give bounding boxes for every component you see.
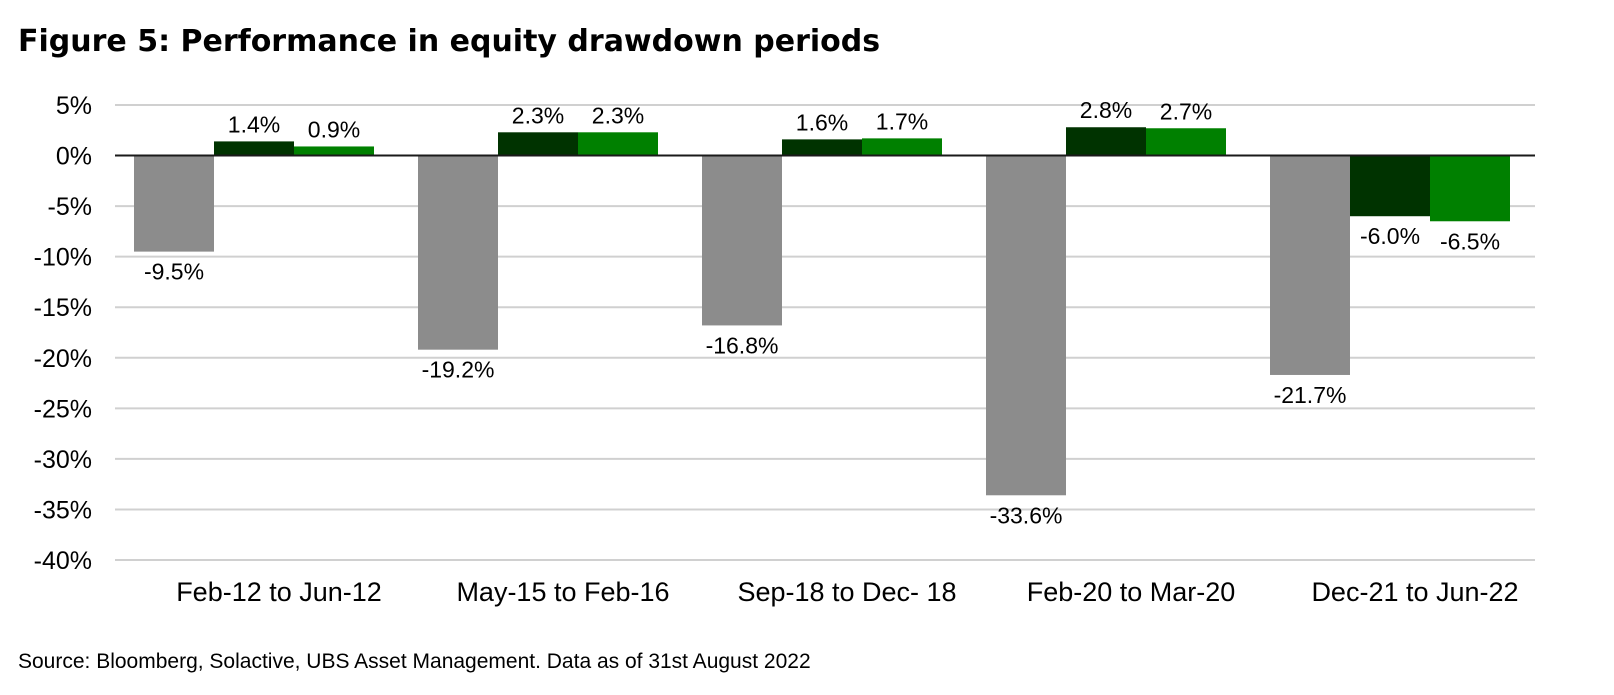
x-tick-label: Feb-12 to Jun-12 (176, 577, 382, 607)
bar (498, 132, 578, 156)
bar (1146, 128, 1226, 156)
y-tick-label: -35% (34, 496, 92, 524)
bar (782, 139, 862, 156)
y-axis-labels: 5% 0% -5% -10% -15% -20% -25% -30% -35% -40% (34, 92, 92, 575)
data-label: -21.7% (1274, 382, 1347, 408)
y-tick-label: -15% (34, 294, 92, 322)
x-tick-label: Feb-20 to Mar-20 (1027, 577, 1236, 607)
data-label: 2.3% (512, 102, 564, 128)
bar (862, 138, 942, 156)
data-label: 2.7% (1160, 98, 1212, 124)
bars (134, 127, 1510, 496)
bar (134, 155, 214, 252)
data-label: 1.4% (228, 111, 280, 137)
x-tick-label: Dec-21 to Jun-22 (1311, 577, 1518, 607)
bar (294, 146, 374, 156)
x-tick-label: May-15 to Feb-16 (456, 577, 669, 607)
bar (1270, 155, 1350, 375)
data-label: 1.6% (796, 109, 848, 135)
bar (702, 155, 782, 326)
bar (986, 155, 1066, 496)
bar (214, 141, 294, 156)
data-label: 0.9% (308, 116, 360, 142)
data-label: -33.6% (990, 502, 1063, 528)
grid-lines (115, 104, 1535, 561)
x-axis-labels: Feb-12 to Jun-12 May-15 to Feb-16 Sep-18 t… (176, 577, 1518, 607)
y-tick-label: -10% (34, 244, 92, 272)
bar (1430, 155, 1510, 222)
y-tick-label: -40% (34, 547, 92, 575)
bar (1066, 127, 1146, 156)
y-tick-label: 0% (56, 143, 92, 171)
data-label: -9.5% (144, 259, 204, 285)
y-tick-label: -30% (34, 446, 92, 474)
y-tick-label: -25% (34, 395, 92, 423)
data-label: -19.2% (422, 357, 495, 383)
bar (418, 155, 498, 350)
data-label: 1.7% (876, 108, 928, 134)
chart-title: Figure 5: Performance in equity drawdown… (18, 24, 881, 59)
data-label: -16.8% (706, 332, 779, 358)
bar (578, 132, 658, 156)
data-labels: -9.5% 1.4% 0.9% -19.2% 2.3% 2.3% -16.8% 1.6% 1.7… (144, 97, 1500, 528)
y-tick-label: 5% (56, 92, 92, 120)
data-label: 2.8% (1080, 97, 1132, 123)
y-tick-label: -5% (48, 193, 92, 221)
data-label: 2.3% (592, 102, 644, 128)
x-tick-label: Sep-18 to Dec- 18 (737, 577, 956, 607)
data-label: -6.5% (1440, 228, 1500, 254)
y-tick-label: -20% (34, 345, 92, 373)
bar (1350, 155, 1430, 217)
source-note: Source: Bloomberg, Solactive, UBS Asset … (18, 650, 811, 673)
data-label: -6.0% (1360, 223, 1420, 249)
